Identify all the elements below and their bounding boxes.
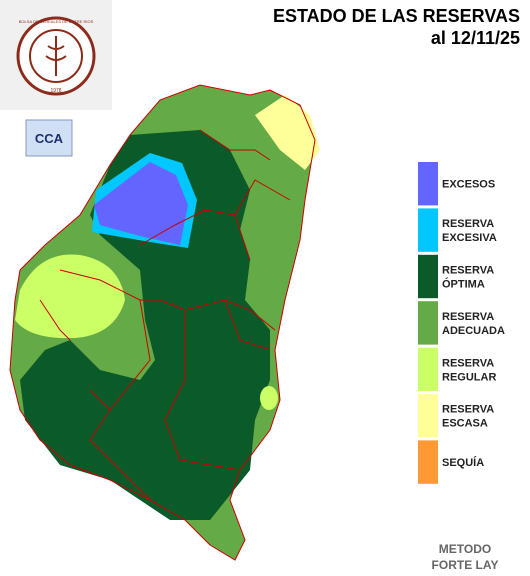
- optima-zone: [20, 130, 270, 520]
- badge-box: [25, 119, 73, 157]
- method-line: METODO: [439, 542, 491, 556]
- legend-label: RESERVA: [442, 265, 494, 277]
- legend-swatch: [418, 394, 438, 438]
- legend-label: RESERVA: [442, 218, 494, 230]
- date: al 12/11/25: [431, 28, 520, 48]
- excesos-zone: [94, 162, 188, 245]
- badge-text: CCA: [35, 131, 64, 146]
- province-border: [9, 84, 316, 561]
- legend-label: ESCASA: [442, 418, 488, 430]
- legend-swatch: [418, 162, 438, 206]
- legend-swatch: [418, 347, 438, 391]
- legend-label: SEQUÍA: [442, 456, 484, 469]
- legend-label: REGULAR: [442, 371, 496, 383]
- logo-text: BOLSA DE CEREALES DE ENTRE RIOS: [19, 19, 94, 24]
- legend-swatch: [418, 254, 438, 299]
- method-line: FORTE LAY: [432, 558, 499, 572]
- legend-swatch: [418, 301, 438, 345]
- legend-label: ADECUADA: [442, 325, 505, 337]
- legend-label: RESERVA: [442, 404, 494, 416]
- legend-label: EXCESOS: [442, 179, 495, 191]
- legend-label: EXCESIVA: [442, 232, 497, 244]
- legend: EXCESOSRESERVAEXCESIVARESERVAÓPTIMARESER…: [418, 162, 505, 484]
- legend-label: RESERVA: [442, 357, 494, 369]
- legend-swatch: [418, 440, 438, 484]
- title: ESTADO DE LAS RESERVAS: [273, 6, 520, 26]
- legend-label: RESERVA: [442, 311, 494, 323]
- legend-label: ÓPTIMA: [442, 278, 485, 291]
- logo-wheat: [45, 36, 67, 76]
- regular-spot: [260, 386, 278, 410]
- map: [9, 84, 320, 561]
- department-borders: [39, 129, 291, 501]
- logo-year: 1978: [50, 88, 61, 94]
- legend-swatch: [418, 208, 438, 252]
- regular-zone: [15, 254, 125, 339]
